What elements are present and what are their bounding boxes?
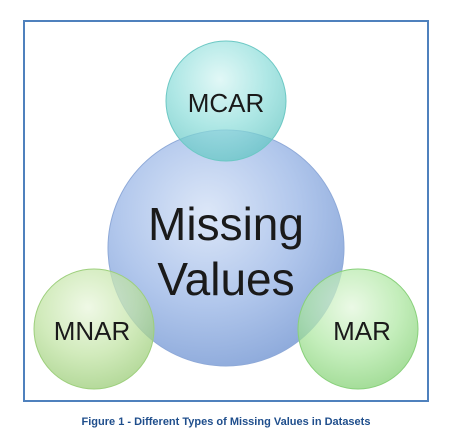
center-label-line2: Values [157, 253, 294, 305]
mar-circle [297, 268, 419, 390]
mnar-circle [33, 268, 155, 390]
mcar-circle [165, 40, 287, 162]
mcar-label: MCAR [188, 88, 265, 118]
center-label-line1: Missing [148, 198, 304, 250]
figure-caption: Figure 1 - Different Types of Missing Va… [81, 416, 371, 428]
mnar-label: MNAR [54, 316, 131, 346]
mar-label: MAR [333, 316, 391, 346]
